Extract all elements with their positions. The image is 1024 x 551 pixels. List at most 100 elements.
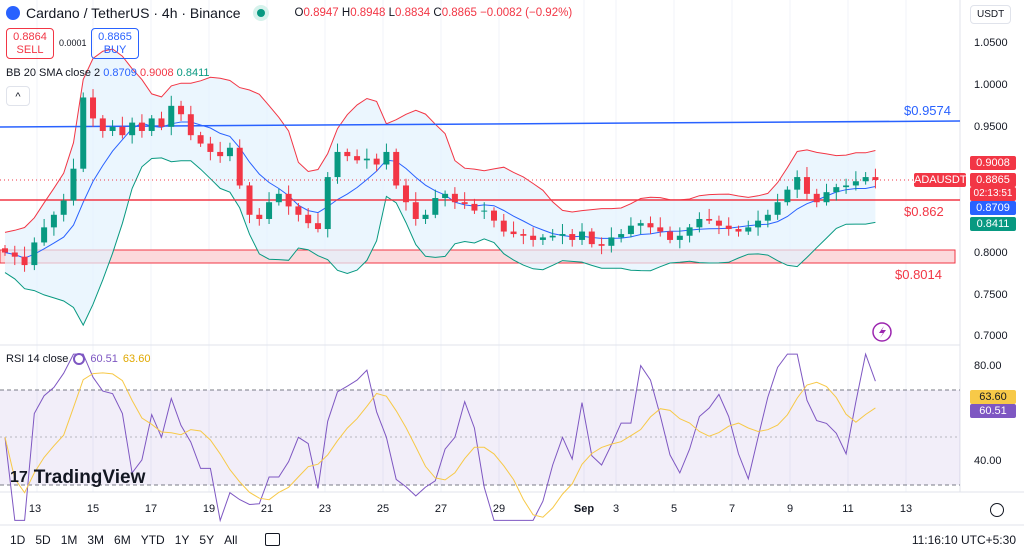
candle	[764, 214, 771, 221]
candle	[647, 223, 654, 228]
candle	[774, 202, 781, 215]
support-zone-label: $0.8014	[895, 267, 942, 282]
candle	[119, 126, 126, 136]
candle	[745, 227, 752, 232]
candle	[803, 177, 810, 194]
candle	[872, 177, 879, 181]
candle	[579, 231, 586, 240]
candle	[70, 168, 77, 201]
settings-icon[interactable]	[990, 503, 1004, 517]
sell-button[interactable]: 0.8864 SELL	[6, 28, 54, 59]
timeframe-all[interactable]: All	[224, 533, 238, 547]
candle	[755, 220, 762, 228]
candle	[637, 223, 644, 226]
calendar-icon[interactable]	[265, 533, 281, 546]
time-tick: 15	[86, 503, 100, 515]
close-label: C	[433, 7, 442, 19]
candle	[31, 242, 38, 266]
candle	[598, 244, 605, 246]
candle	[334, 151, 341, 178]
timeframe-toolbar: 1D 5D 1M 3M 6M YTD 1Y 5Y All	[10, 533, 281, 547]
candle	[471, 203, 478, 211]
timeframe-1d[interactable]: 1D	[10, 533, 26, 547]
rsi-tag: 60.51	[970, 404, 1016, 418]
candle	[21, 256, 28, 266]
time-tick: 23	[318, 503, 332, 515]
candle	[236, 147, 243, 186]
candle	[627, 225, 634, 235]
time-tick: Sep	[573, 503, 595, 515]
bb-lower-tag: 0.8411	[970, 217, 1016, 231]
tv-logo-icon: 17	[10, 469, 28, 486]
lightning-glyph	[879, 326, 886, 338]
candle	[314, 223, 321, 230]
candle	[402, 185, 409, 203]
candle	[823, 192, 830, 203]
price-tick: 0.7000	[974, 330, 1008, 342]
candle	[852, 181, 859, 186]
candle	[158, 118, 165, 127]
candle	[833, 187, 840, 193]
lightning-icon[interactable]	[872, 322, 892, 342]
rsi-legend[interactable]: RSI 14 close 60.51 63.60	[6, 353, 150, 365]
timeframe-5y[interactable]: 5Y	[199, 533, 215, 547]
rsi-value: 60.51	[90, 353, 118, 365]
time-tick: 13	[28, 503, 42, 515]
candle	[843, 185, 850, 188]
candle	[60, 200, 67, 215]
loading-icon	[73, 353, 86, 365]
rsi-label: RSI 14 close	[6, 353, 69, 365]
time-tick: 5	[670, 503, 678, 515]
timeframe-5d[interactable]: 5D	[35, 533, 51, 547]
candle	[50, 214, 57, 228]
timeframe-1m[interactable]: 1M	[60, 533, 78, 547]
timeframe-6m[interactable]: 6M	[114, 533, 131, 547]
time-tick: 11	[842, 503, 854, 515]
buy-label: BUY	[103, 44, 127, 56]
candle	[363, 158, 370, 161]
candle	[383, 151, 390, 165]
close-value: 0.8865	[441, 7, 477, 19]
rsi-ma-value: 63.60	[122, 353, 151, 365]
symbol-title[interactable]: Cardano / TetherUS · 4h · Binance	[26, 5, 241, 21]
collapse-legend-button[interactable]: ^	[6, 86, 30, 106]
candle	[520, 234, 527, 236]
bb-fill	[5, 49, 876, 326]
timeframe-3m[interactable]: 3M	[87, 533, 105, 547]
bb-legend[interactable]: BB 20 SMA close 2 0.8709 0.9008 0.8411	[6, 67, 210, 79]
buy-button[interactable]: 0.8865 BUY	[91, 28, 139, 59]
candle	[324, 177, 331, 230]
candle	[432, 198, 439, 215]
candle	[246, 185, 253, 215]
candle	[168, 105, 175, 127]
candle	[481, 210, 488, 212]
candle	[129, 122, 136, 136]
candle	[559, 234, 566, 236]
candle	[813, 193, 820, 203]
candle	[138, 122, 145, 131]
currency-select[interactable]: USDT	[970, 5, 1012, 24]
time-tick: 17	[144, 503, 158, 515]
bb-upper-value: 0.9008	[139, 67, 174, 79]
candle	[451, 193, 458, 203]
candle	[588, 231, 595, 245]
candle	[344, 151, 351, 157]
bb-upper-line	[4, 48, 876, 233]
candle	[178, 105, 185, 115]
candle	[2, 248, 8, 253]
timeframe-ytd[interactable]: YTD	[140, 533, 165, 547]
bb-lower-value: 0.8411	[176, 67, 210, 79]
candle	[442, 193, 449, 199]
candle	[41, 227, 48, 243]
open-label: O	[294, 7, 304, 19]
candle	[725, 225, 732, 230]
timeframe-1y[interactable]: 1Y	[174, 533, 190, 547]
price-tick: 1.0500	[974, 37, 1008, 49]
bb-basis-tag: 0.8709	[970, 201, 1016, 215]
tradingview-logo[interactable]: 17 TradingView	[10, 467, 145, 489]
candle	[226, 147, 233, 157]
clock[interactable]: 11:16:10 UTC+5:30	[911, 533, 1016, 547]
time-tick: 7	[728, 503, 736, 515]
candle	[295, 206, 302, 215]
